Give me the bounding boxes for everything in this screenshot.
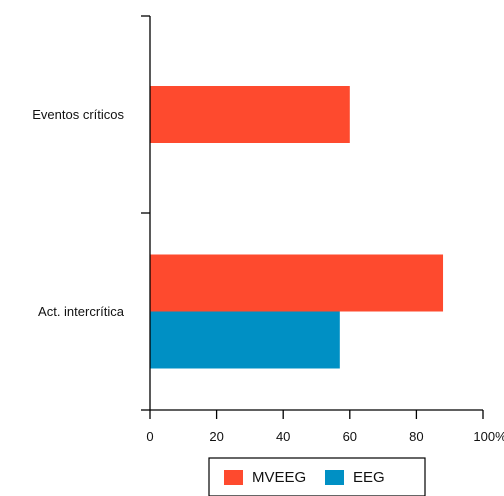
category-label: Eventos críticos: [32, 107, 124, 122]
legend-box: [208, 457, 426, 496]
x-tick-label: 60: [343, 429, 357, 444]
legend-swatch-eeg: [325, 470, 344, 485]
legend-swatch-mveeg: [224, 470, 243, 485]
x-tick-label: 100%: [473, 429, 504, 444]
bar-mveeg: [150, 86, 350, 143]
x-tick-label: 0: [146, 429, 153, 444]
x-tick-label: 40: [276, 429, 290, 444]
x-tick-label: 80: [409, 429, 423, 444]
legend: MVEEG EEG: [208, 457, 426, 496]
x-tick-label: 20: [209, 429, 223, 444]
bars-group: [150, 86, 444, 369]
y-ticks-group: [141, 15, 150, 411]
bar-mveeg: [150, 254, 444, 312]
legend-label-eeg: EEG: [353, 469, 385, 486]
category-labels-group: Eventos críticos Act. intercrítica: [32, 107, 125, 319]
category-label: Act. intercrítica: [38, 304, 125, 319]
x-ticks-group: 0 20 40 60 80 100%: [146, 410, 504, 444]
bar-eeg: [150, 311, 340, 369]
legend-label-mveeg: MVEEG: [252, 469, 306, 486]
